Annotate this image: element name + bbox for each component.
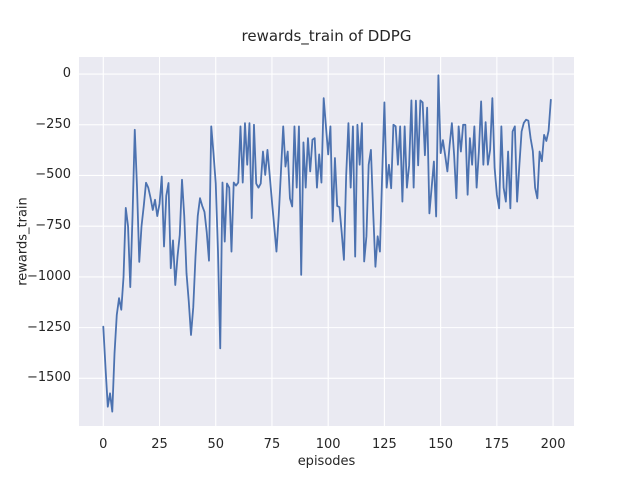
y-tick-label: −750 [35, 218, 71, 234]
x-tick-label: 100 [315, 437, 341, 452]
chart-title: rewards_train of DDPG [241, 27, 412, 45]
plot-canvas [79, 57, 574, 426]
x-tick-label: 200 [540, 437, 566, 452]
x-tick-label: 150 [428, 437, 454, 452]
x-tick-label: 175 [484, 437, 510, 452]
x-tick-label: 75 [263, 437, 281, 452]
y-axis-label: rewards_train [15, 197, 31, 286]
x-tick-label: 0 [99, 437, 108, 452]
y-tick-label: −250 [35, 116, 71, 132]
y-tick-label: −1000 [27, 268, 71, 284]
gridlines [79, 57, 574, 426]
x-tick-label: 50 [207, 437, 224, 452]
y-tick-label: −1500 [27, 370, 71, 386]
x-tick-label: 125 [371, 437, 397, 452]
y-tick-label: −500 [35, 167, 71, 183]
x-axis-label: episodes [297, 454, 356, 469]
y-tick-label: 0 [62, 66, 71, 82]
x-tick-label: 25 [151, 437, 168, 452]
series-line [102, 74, 552, 413]
y-tick-label: −1250 [27, 319, 71, 335]
plot-area [79, 57, 574, 426]
